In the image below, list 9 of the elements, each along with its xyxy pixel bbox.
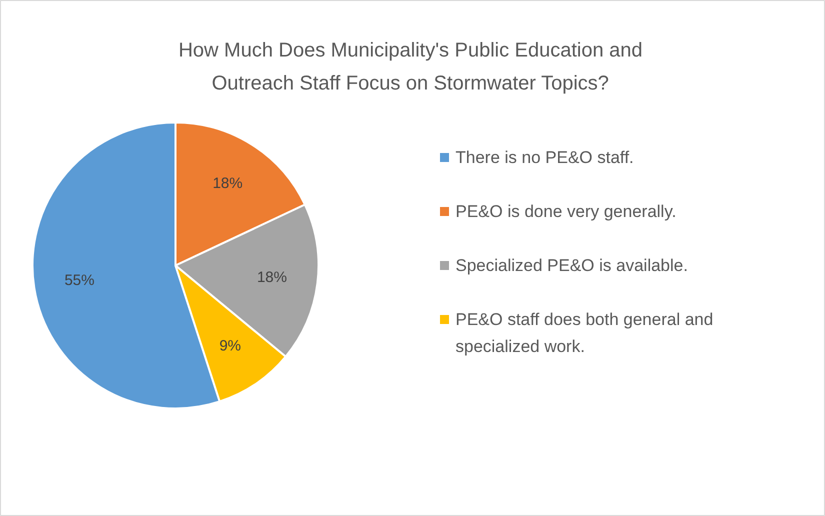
- legend-label: PE&O is done very generally.: [456, 202, 676, 221]
- data-label: 18%: [256, 269, 287, 286]
- legend-label: Specialized PE&O is available.: [456, 256, 688, 275]
- data-label: 9%: [219, 337, 242, 354]
- data-label: 55%: [64, 272, 94, 290]
- chart-title: How Much Does Municipality's Public Education and Outreach Staff Focus on Stormwater Topics?: [178, 40, 643, 94]
- data-label: 18%: [212, 174, 243, 192]
- legend-label: There is no PE&O staff.: [456, 148, 634, 167]
- legend-label: PE&O staff does both general and specialized work.: [456, 310, 714, 356]
